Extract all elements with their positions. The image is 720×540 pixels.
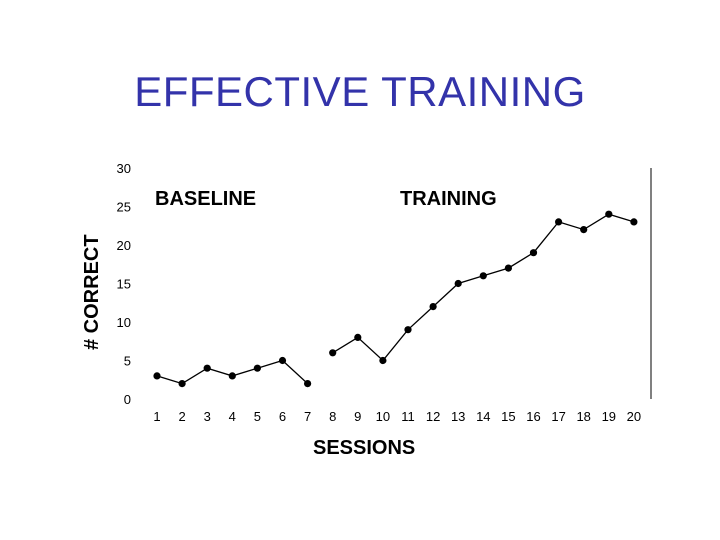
phase-label-baseline: BASELINE: [155, 188, 256, 210]
data-point: [605, 210, 613, 218]
series-line-baseline: [156, 359, 309, 385]
x-tick-label: 10: [376, 409, 390, 424]
x-tick-label: 19: [602, 409, 616, 424]
data-point: [278, 356, 287, 365]
phase-label-training: TRAINING: [400, 188, 497, 210]
data-point: [379, 356, 387, 365]
y-tick-label: 10: [117, 315, 131, 330]
y-tick-label: 20: [117, 238, 131, 253]
x-tick-label: 6: [279, 409, 286, 424]
x-tick-label: 16: [526, 409, 540, 424]
data-point: [630, 218, 638, 226]
x-tick-label: 8: [329, 409, 336, 424]
x-tick-label: 7: [304, 409, 311, 424]
data-point: [504, 264, 512, 272]
x-tick-label: 18: [576, 409, 590, 424]
data-point: [429, 303, 437, 311]
x-tick-label: 13: [451, 409, 465, 424]
x-tick-label: 5: [254, 409, 261, 424]
x-tick-label: 14: [476, 409, 490, 424]
x-tick-label: 15: [501, 409, 515, 424]
x-tick-label: 20: [627, 409, 641, 424]
y-tick-label: 30: [117, 161, 131, 176]
x-tick-label: 11: [401, 409, 415, 424]
data-point: [203, 364, 211, 372]
y-axis-title: # CORRECT: [81, 234, 103, 350]
series-layer: [153, 210, 638, 388]
y-tick-label: 5: [124, 354, 131, 369]
x-axis-title: SESSIONS: [313, 437, 415, 459]
x-tick-label: 1: [153, 409, 160, 424]
x-tick-label: 2: [178, 409, 185, 424]
x-tick-label: 4: [229, 409, 236, 424]
data-point: [228, 372, 236, 380]
data-point: [404, 326, 412, 334]
x-tick-label: 12: [426, 409, 440, 424]
data-point: [479, 272, 487, 280]
data-point: [555, 218, 563, 226]
data-point: [304, 380, 312, 388]
data-point: [253, 364, 261, 372]
data-point: [529, 249, 538, 257]
x-tick-label: 9: [354, 409, 361, 424]
y-tick-label: 25: [117, 200, 131, 215]
data-point: [354, 333, 362, 341]
y-tick-label: 15: [117, 277, 131, 292]
data-point: [454, 279, 462, 288]
data-point: [329, 349, 337, 357]
slide-title: EFFECTIVE TRAINING: [134, 68, 586, 115]
x-tick-label: 17: [551, 409, 565, 424]
data-point: [153, 372, 161, 380]
data-point: [178, 380, 186, 388]
y-tick-label: 0: [124, 392, 131, 407]
data-point: [580, 226, 588, 234]
x-axis-ticks: 1 2 3 4 5 6 7 8 9 10 11 12 13 14 15 16 17 18 19 20: [153, 409, 641, 424]
series-line-training: [332, 213, 635, 362]
x-tick-label: 3: [204, 409, 211, 424]
y-axis-ticks: 0 5 10 15 20 25 30: [117, 161, 131, 407]
